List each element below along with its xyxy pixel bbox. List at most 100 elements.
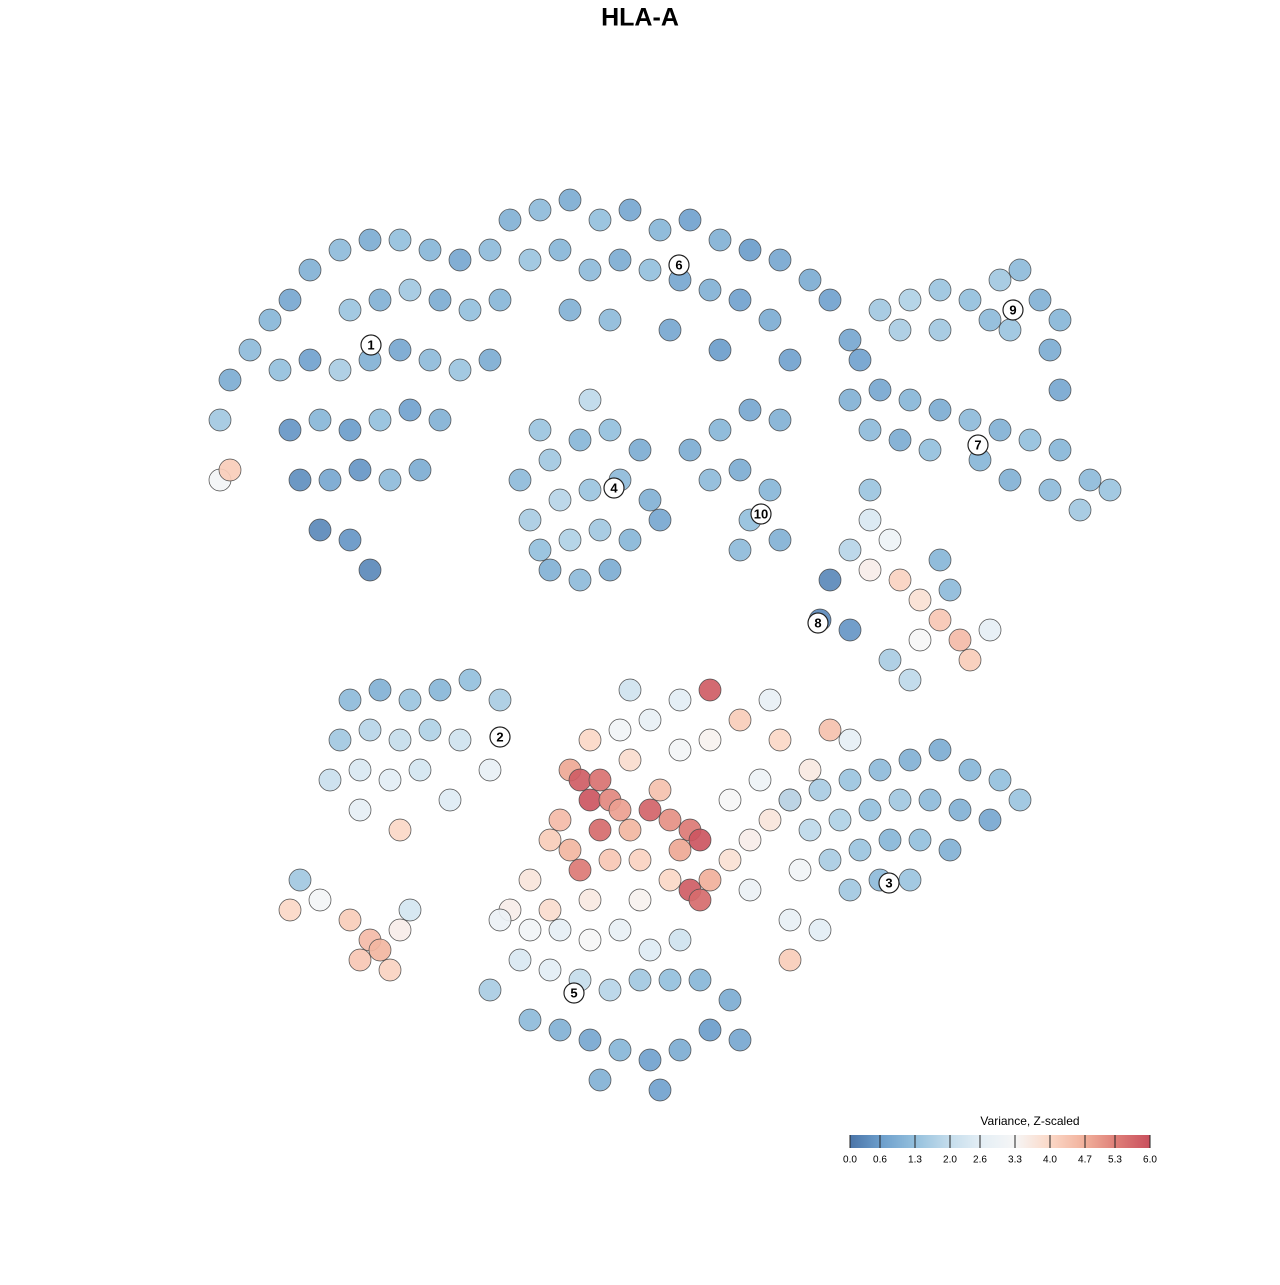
point (708, 338, 732, 362)
point (558, 188, 582, 212)
point (518, 918, 542, 942)
point (1048, 378, 1072, 402)
point (698, 278, 722, 302)
point (358, 558, 382, 582)
point (618, 198, 642, 222)
point (558, 838, 582, 862)
point (978, 308, 1002, 332)
point (1028, 288, 1052, 312)
point (418, 238, 442, 262)
point (648, 1078, 672, 1102)
point (438, 788, 462, 812)
point (428, 408, 452, 432)
point (1008, 788, 1032, 812)
point (708, 418, 732, 442)
point (778, 908, 802, 932)
point (758, 478, 782, 502)
point (838, 768, 862, 792)
point (868, 298, 892, 322)
point (668, 1038, 692, 1062)
point (498, 208, 522, 232)
point (688, 968, 712, 992)
cluster-badge (967, 434, 989, 456)
point (608, 798, 632, 822)
point (898, 668, 922, 692)
point (478, 348, 502, 372)
point (598, 848, 622, 872)
point (578, 258, 602, 282)
point (558, 528, 582, 552)
point (958, 758, 982, 782)
point (278, 288, 302, 312)
point (998, 468, 1022, 492)
point (368, 408, 392, 432)
point (528, 198, 552, 222)
point (958, 648, 982, 672)
point (988, 418, 1012, 442)
point (658, 968, 682, 992)
point (348, 798, 372, 822)
point (478, 238, 502, 262)
point (488, 688, 512, 712)
point (618, 818, 642, 842)
point (698, 868, 722, 892)
colorbar-tick-label: 2.0 (943, 1155, 957, 1166)
point (858, 478, 882, 502)
point (908, 828, 932, 852)
point (378, 958, 402, 982)
point (388, 918, 412, 942)
point (608, 248, 632, 272)
point (1078, 468, 1102, 492)
point (598, 418, 622, 442)
point (338, 908, 362, 932)
point (918, 788, 942, 812)
point (338, 298, 362, 322)
colorbar-tick-label: 3.3 (1008, 1155, 1022, 1166)
point (958, 288, 982, 312)
point (698, 728, 722, 752)
point (898, 388, 922, 412)
point (548, 918, 572, 942)
point (778, 948, 802, 972)
point (208, 408, 232, 432)
point (908, 588, 932, 612)
cluster-badge (668, 254, 690, 276)
point (388, 728, 412, 752)
cluster-badge (603, 477, 625, 499)
cluster-label: 3 (885, 875, 892, 890)
point (588, 1068, 612, 1092)
point (518, 1008, 542, 1032)
point (728, 538, 752, 562)
point (318, 468, 342, 492)
point (638, 798, 662, 822)
cluster-badge (563, 982, 585, 1004)
point (608, 1038, 632, 1062)
point (418, 718, 442, 742)
point (798, 268, 822, 292)
point (368, 938, 392, 962)
point (358, 718, 382, 742)
point (368, 678, 392, 702)
point (928, 548, 952, 572)
point (838, 328, 862, 352)
point (718, 988, 742, 1012)
colorbar-tick-label: 2.6 (973, 1155, 987, 1166)
point (458, 668, 482, 692)
point (648, 218, 672, 242)
point (338, 528, 362, 552)
point (568, 428, 592, 452)
point (238, 338, 262, 362)
point (258, 308, 282, 332)
point (328, 238, 352, 262)
point (538, 448, 562, 472)
cluster-label: 5 (570, 985, 577, 1000)
point (858, 418, 882, 442)
point (328, 358, 352, 382)
point (848, 838, 872, 862)
point (358, 228, 382, 252)
point (518, 508, 542, 532)
point (878, 528, 902, 552)
point (698, 1018, 722, 1042)
point (398, 398, 422, 422)
point (648, 508, 672, 532)
